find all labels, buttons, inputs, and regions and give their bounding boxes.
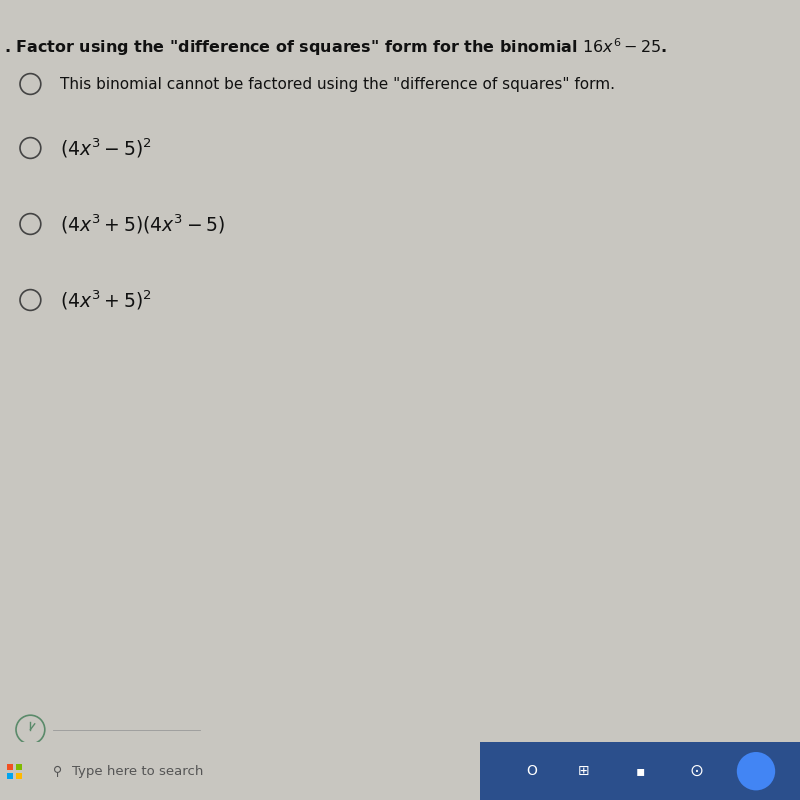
Text: ⚲: ⚲	[53, 765, 62, 778]
Text: ⊙: ⊙	[689, 762, 703, 780]
Text: $\left(4x^3+5\right)\left(4x^3-5\right)$: $\left(4x^3+5\right)\left(4x^3-5\right)$	[60, 212, 225, 236]
FancyBboxPatch shape	[480, 742, 800, 800]
FancyBboxPatch shape	[15, 773, 22, 778]
FancyBboxPatch shape	[7, 764, 13, 770]
Text: $\left(4x^3+5\right)^2$: $\left(4x^3+5\right)^2$	[60, 288, 152, 312]
Text: $\left(4x^3-5\right)^2$: $\left(4x^3-5\right)^2$	[60, 136, 152, 160]
Circle shape	[737, 752, 775, 790]
Text: ⊞: ⊞	[578, 764, 590, 778]
FancyBboxPatch shape	[0, 742, 480, 800]
Text: O: O	[526, 764, 538, 778]
FancyBboxPatch shape	[15, 764, 22, 770]
Text: . Factor using the "difference of squares" form for the binomial $16x^6 - 25$.: . Factor using the "difference of square…	[4, 36, 667, 58]
FancyBboxPatch shape	[7, 773, 13, 778]
Text: ▪: ▪	[635, 764, 645, 778]
Text: This binomial cannot be factored using the "difference of squares" form.: This binomial cannot be factored using t…	[60, 77, 615, 91]
Text: Type here to search: Type here to search	[72, 765, 203, 778]
